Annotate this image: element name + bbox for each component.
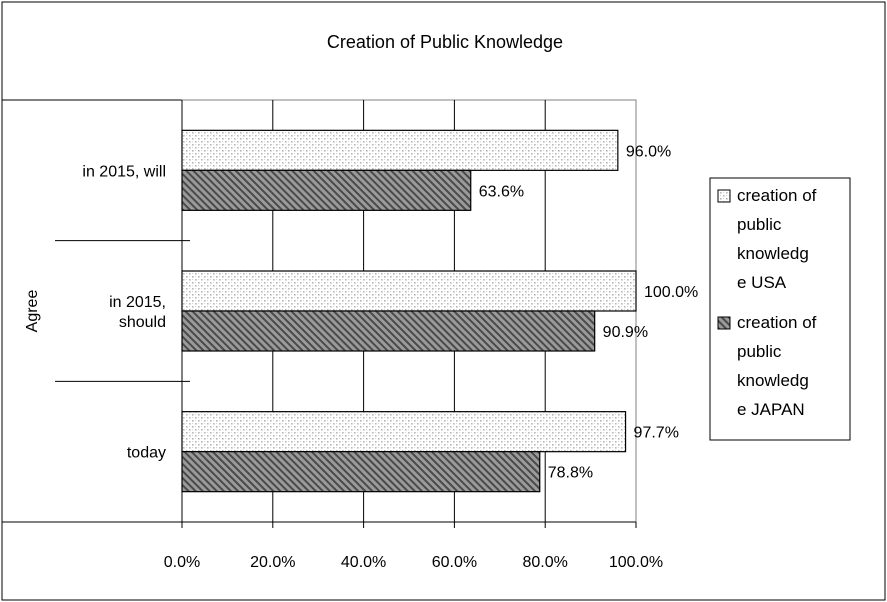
x-axis: 0.0% 20.0% 40.0% 60.0% 80.0% 100.0%	[164, 521, 663, 571]
chart-title: Creation of Public Knowledge	[327, 32, 563, 52]
legend-label-japan: creation of public knowledg e JAPAN	[737, 313, 817, 419]
data-label: 97.7%	[634, 425, 679, 442]
data-label: 96.0%	[626, 143, 671, 160]
bar-usa	[181, 129, 619, 171]
legend-label-line: knowledg	[737, 371, 809, 390]
bars	[181, 129, 637, 493]
y-axis: in 2015, will in 2015, should today	[55, 100, 190, 522]
data-label: 100.0%	[644, 284, 698, 301]
legend-label-usa: creation of public knowledg e USA	[737, 186, 817, 292]
bar-japan	[181, 169, 472, 211]
bar-japan	[181, 451, 541, 493]
x-tick-label: 80.0%	[523, 554, 568, 571]
data-label: 63.6%	[479, 183, 524, 200]
legend-swatch-usa	[717, 189, 731, 203]
legend-label-line: creation of	[737, 186, 817, 205]
x-tick-label: 100.0%	[609, 554, 663, 571]
y-category-label-line: today	[127, 445, 166, 462]
x-tick-label: 20.0%	[250, 554, 295, 571]
y-category-label: today	[127, 445, 166, 462]
legend-label-line: public	[737, 215, 782, 234]
x-tick-label: 60.0%	[432, 554, 477, 571]
x-tick-label: 40.0%	[341, 554, 386, 571]
legend-label-line: creation of	[737, 313, 817, 332]
legend-label-line: e USA	[737, 273, 787, 292]
y-category-label: in 2015, should	[109, 294, 166, 331]
legend-label-line: public	[737, 342, 782, 361]
data-label: 78.8%	[548, 465, 593, 482]
legend-swatch-japan	[717, 316, 731, 330]
data-label: 90.9%	[603, 324, 648, 341]
data-labels: 96.0% 63.6% 100.0% 90.9% 97.7% 78.8%	[479, 143, 699, 481]
y-category-label-line: in 2015,	[109, 294, 166, 311]
x-tick-label: 0.0%	[164, 554, 200, 571]
legend-label-line: knowledg	[737, 244, 809, 263]
legend-box	[709, 177, 851, 441]
y-category-label: in 2015, will	[82, 163, 166, 180]
legend-label-line: e JAPAN	[737, 400, 805, 419]
bar-japan	[181, 310, 596, 352]
bar-usa	[181, 411, 627, 453]
group-label-agree: Agree	[24, 290, 41, 333]
y-category-label-line: in 2015, will	[82, 163, 166, 180]
y-category-label-line: should	[119, 314, 166, 331]
bar-usa	[181, 270, 637, 312]
